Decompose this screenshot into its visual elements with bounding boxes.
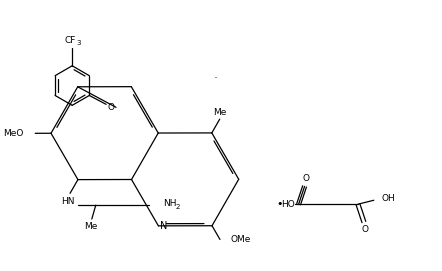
Text: O: O [362, 225, 368, 234]
Text: O: O [302, 174, 309, 183]
Text: •: • [277, 199, 283, 209]
Text: OMe: OMe [231, 235, 251, 244]
Text: OH: OH [382, 194, 396, 203]
Text: HO: HO [281, 200, 295, 209]
Text: 2: 2 [176, 204, 180, 210]
Text: N: N [160, 221, 168, 231]
Text: O: O [107, 103, 114, 112]
Text: NH: NH [163, 199, 176, 208]
Text: Me: Me [213, 108, 226, 117]
Text: CF: CF [65, 36, 76, 45]
Text: Me: Me [84, 222, 98, 231]
Text: HN: HN [61, 197, 75, 206]
Text: ·: · [213, 72, 217, 85]
Text: MeO: MeO [3, 129, 23, 138]
Text: 3: 3 [77, 40, 81, 46]
